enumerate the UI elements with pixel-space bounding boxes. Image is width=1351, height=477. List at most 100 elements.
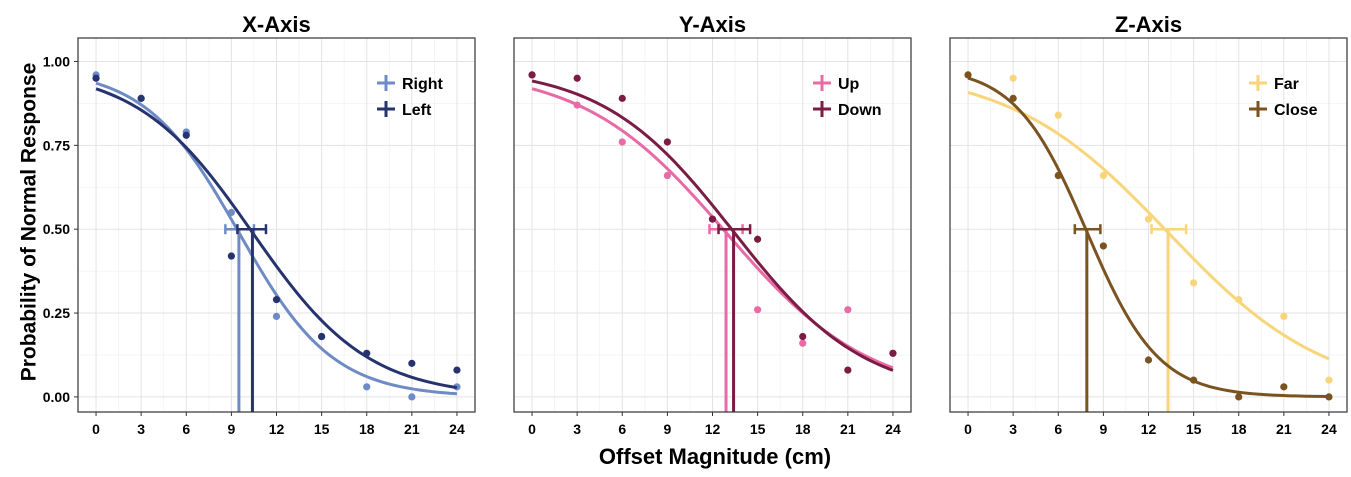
data-point <box>272 312 281 321</box>
x-tick-label: 0 <box>528 421 536 437</box>
fitted-curve <box>967 76 1329 399</box>
data-point <box>1009 74 1017 82</box>
legend-entry-far: Far <box>1249 75 1299 93</box>
data-point <box>528 71 536 79</box>
x-tick-label: 9 <box>227 421 235 437</box>
data-point <box>363 383 371 391</box>
legend-label: Down <box>838 102 882 119</box>
y-axis-label: Probability of Normal Response <box>18 63 41 382</box>
x-tick-label: 21 <box>1276 421 1292 437</box>
data-point <box>618 138 626 146</box>
legend-label: Up <box>838 76 860 93</box>
x-tick-label: 6 <box>182 421 190 437</box>
legend-entry-close: Close <box>1249 101 1318 119</box>
y-tick-label: 0.25 <box>43 305 70 321</box>
data-point <box>363 349 371 357</box>
fitted-curve <box>95 81 458 396</box>
y-tick-label: 1.00 <box>43 53 70 69</box>
legend-label: Right <box>402 76 444 93</box>
x-tick-label: 15 <box>1186 421 1202 437</box>
data-point <box>708 215 717 223</box>
data-point <box>754 235 762 243</box>
fitted-curve <box>967 91 1330 361</box>
data-point <box>1190 279 1198 287</box>
data-point <box>844 306 852 314</box>
series-down <box>528 71 897 412</box>
fitted-curve <box>531 79 894 372</box>
legend-entry-up: Up <box>813 75 860 93</box>
x-tick-label: 6 <box>618 421 626 437</box>
x-tick-label: 0 <box>92 421 100 437</box>
x-tick-label: 21 <box>404 421 420 437</box>
data-point <box>799 339 807 347</box>
data-point <box>1235 296 1243 304</box>
data-point <box>227 208 235 217</box>
fitted-curve <box>95 87 458 390</box>
x-tick-label: 18 <box>1231 421 1247 437</box>
x-tick-label: 24 <box>885 421 901 437</box>
data-point <box>573 101 581 109</box>
series-close <box>964 71 1333 412</box>
x-tick-label: 12 <box>269 421 285 437</box>
x-tick-label: 3 <box>1009 421 1017 437</box>
chart-panel-1: X-Axis 0 3 6 9 12 15 18 21 24 0.00 0.25 0.50 0.75 1.00… <box>43 12 476 437</box>
panel-border <box>949 37 1348 413</box>
data-point <box>1235 393 1243 401</box>
x-tick-label: 0 <box>964 421 972 437</box>
data-point <box>799 332 807 341</box>
x-tick-label: 24 <box>1321 421 1337 437</box>
legend-label: Left <box>402 102 432 119</box>
panel-border <box>513 37 912 413</box>
data-point <box>889 349 897 357</box>
x-tick-label: 9 <box>1099 421 1107 437</box>
panel-title: X-Axis <box>242 12 310 37</box>
data-point <box>573 74 581 82</box>
legend-entry-down: Down <box>813 101 882 119</box>
data-point <box>1325 393 1333 401</box>
data-point <box>453 366 461 374</box>
legend-entry-right: Right <box>377 75 444 93</box>
data-point <box>1009 94 1017 102</box>
data-point <box>1099 242 1107 250</box>
data-point <box>1054 111 1062 119</box>
panel-border <box>77 37 476 413</box>
chart-panel-3: Z-Axis 0 3 6 9 12 15 18 21 24 Far Close <box>949 12 1348 437</box>
data-point <box>844 366 852 374</box>
y-tick-label: 0.75 <box>43 137 70 153</box>
x-tick-label: 24 <box>449 421 465 437</box>
x-tick-label: 21 <box>840 421 856 437</box>
data-point <box>1099 171 1107 180</box>
data-point <box>408 359 416 367</box>
x-tick-label: 15 <box>314 421 330 437</box>
x-tick-label: 6 <box>1054 421 1062 437</box>
data-point <box>272 296 281 304</box>
data-point <box>318 332 326 341</box>
data-point <box>408 393 416 401</box>
panel-title: Z-Axis <box>1115 12 1182 37</box>
data-point <box>137 94 145 102</box>
data-point <box>1144 215 1153 223</box>
data-point <box>663 138 671 146</box>
data-point <box>663 171 671 180</box>
data-point <box>964 71 972 79</box>
y-tick-label: 0.50 <box>43 221 70 237</box>
x-tick-label: 12 <box>705 421 721 437</box>
x-tick-label: 18 <box>359 421 375 437</box>
x-tick-label: 12 <box>1141 421 1157 437</box>
data-point <box>1144 356 1153 364</box>
x-tick-label: 3 <box>573 421 581 437</box>
legend-label: Close <box>1274 102 1318 119</box>
data-point <box>1280 383 1288 391</box>
legend-entry-left: Left <box>377 101 432 119</box>
data-point <box>1280 312 1288 321</box>
x-tick-label: 3 <box>137 421 145 437</box>
x-tick-label: 18 <box>795 421 811 437</box>
panel-title: Y-Axis <box>679 12 746 37</box>
data-point <box>618 94 626 102</box>
x-tick-label: 9 <box>663 421 671 437</box>
data-point <box>1325 376 1333 384</box>
chart-panel-2: Y-Axis 0 3 6 9 12 15 18 21 24 Up Down <box>513 12 912 437</box>
x-axis-label: Offset Magnitude (cm) <box>599 444 831 469</box>
series-left <box>92 74 461 412</box>
